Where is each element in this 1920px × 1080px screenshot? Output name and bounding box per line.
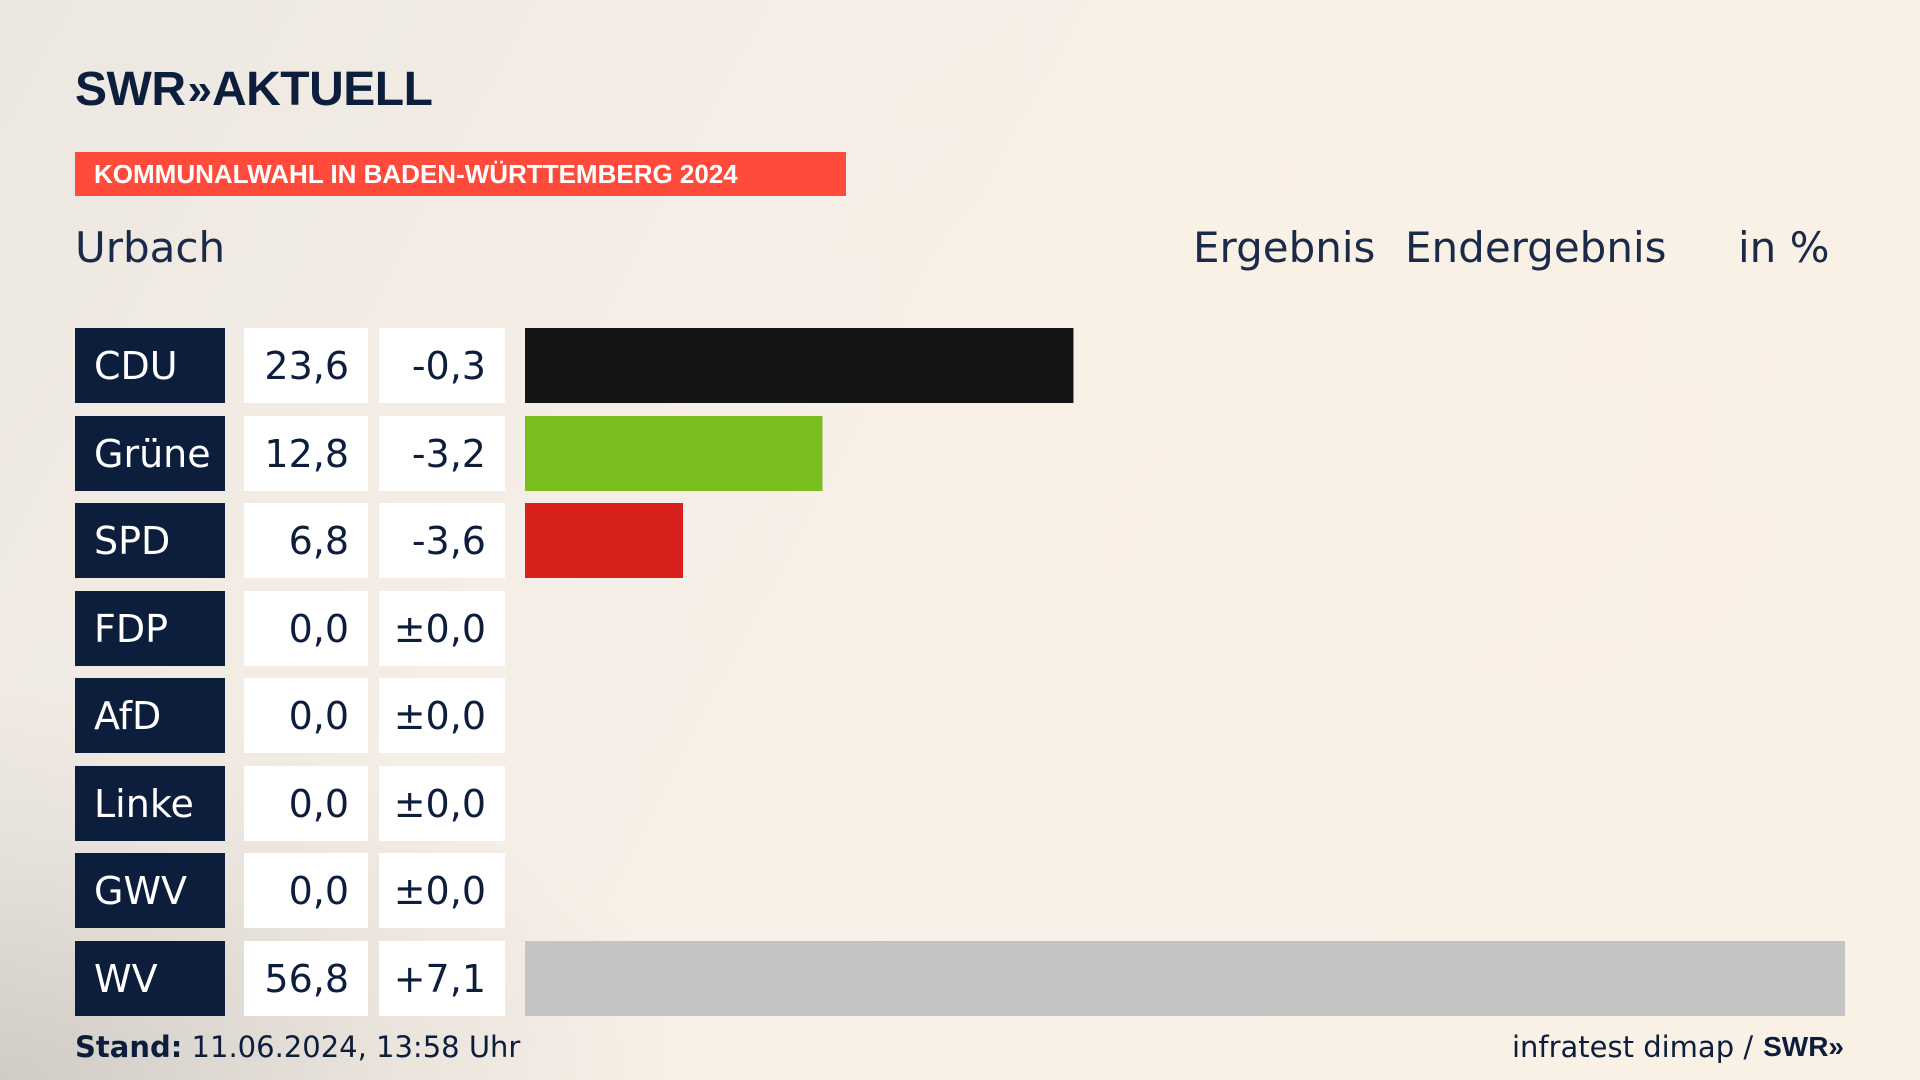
change-label-wv: +7,1 — [379, 941, 505, 1016]
value-label-linke: 0,0 — [244, 766, 368, 841]
logo-text: SWR — [75, 63, 186, 116]
change-label-fdp: ±0,0 — [379, 591, 505, 666]
party-label-wv: WV — [75, 941, 225, 1016]
value-label-cdu: 23,6 — [244, 328, 368, 403]
value-label-gwv: 0,0 — [244, 853, 368, 928]
stand-label: Stand: — [75, 1030, 183, 1064]
value-label-grne: 12,8 — [244, 416, 368, 491]
banner-text: KOMMUNALWAHL IN BADEN-WÜRTTEMBERG 2024 — [94, 158, 738, 189]
party-label-fdp: FDP — [75, 591, 225, 666]
change-label-linke: ±0,0 — [379, 766, 505, 841]
value-label-fdp: 0,0 — [244, 591, 368, 666]
change-label-spd: -3,6 — [379, 503, 505, 578]
value-label-spd: 6,8 — [244, 503, 368, 578]
party-label-cdu: CDU — [75, 328, 225, 403]
stand-value: 11.06.2024, 13:58 Uhr — [191, 1030, 521, 1064]
party-label-afd: AfD — [75, 678, 225, 753]
chevron-right-icon: » — [187, 65, 212, 114]
change-label-cdu: -0,3 — [379, 328, 505, 403]
unit-label: in % — [1738, 223, 1830, 272]
value-label-afd: 0,0 — [244, 678, 368, 753]
party-label-grne: Grüne — [75, 416, 225, 491]
bar-wv — [525, 941, 1845, 1016]
change-label-gwv: ±0,0 — [379, 853, 505, 928]
source-text: infratest dimap / — [1511, 1030, 1754, 1064]
bar-spd — [525, 503, 684, 578]
swr-aktuell-logo: SWR » AKTUELL — [75, 63, 433, 116]
party-label-linke: Linke — [75, 766, 225, 841]
place-title: Urbach — [75, 223, 226, 272]
election-banner: KOMMUNALWAHL IN BADEN-WÜRTTEMBERG 2024 — [75, 152, 846, 196]
swr-small-logo: SWR» — [1763, 1031, 1844, 1062]
result-label: Ergebnis — [1193, 223, 1376, 272]
bar-cdu — [525, 328, 1074, 403]
chevron-right-icon: » — [1828, 1031, 1844, 1062]
status-label: Endergebnis — [1405, 223, 1667, 272]
timestamp: Stand: 11.06.2024, 13:58 Uhr — [75, 1030, 520, 1064]
change-label-grne: -3,2 — [379, 416, 505, 491]
party-label-spd: SPD — [75, 503, 225, 578]
source-credit: infratest dimap / SWR» — [1512, 1030, 1844, 1064]
party-label-gwv: GWV — [75, 853, 225, 928]
value-label-wv: 56,8 — [244, 941, 368, 1016]
change-label-afd: ±0,0 — [379, 678, 505, 753]
logo-suffix: AKTUELL — [211, 63, 433, 116]
bar-grne — [525, 416, 823, 491]
